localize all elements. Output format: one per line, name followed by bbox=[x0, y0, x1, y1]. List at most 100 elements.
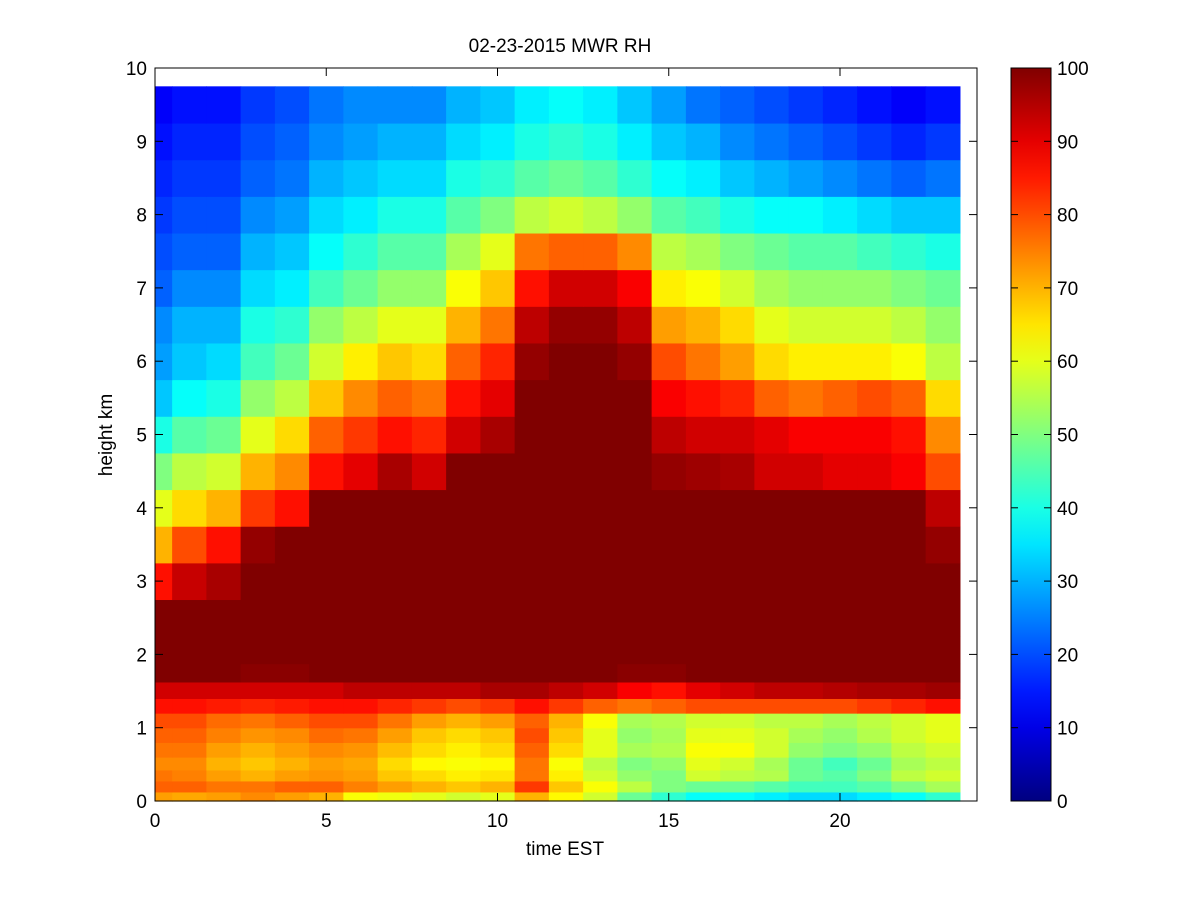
heatmap-cell bbox=[685, 489, 721, 527]
heatmap-cell bbox=[309, 86, 344, 124]
heatmap-cell bbox=[206, 727, 242, 743]
colorbar-tick-label: 100 bbox=[1057, 59, 1089, 80]
heatmap-cell bbox=[891, 599, 927, 637]
y-tick-label: 9 bbox=[136, 132, 147, 153]
heatmap-cell bbox=[651, 780, 687, 793]
heatmap-cell bbox=[172, 757, 207, 771]
heatmap-cell bbox=[411, 791, 447, 802]
heatmap-cell bbox=[480, 342, 516, 381]
heatmap-cell bbox=[411, 342, 447, 381]
heatmap-cell bbox=[480, 526, 516, 564]
heatmap-cell bbox=[583, 791, 618, 802]
heatmap-cell bbox=[925, 489, 961, 527]
heatmap-cell bbox=[685, 727, 721, 743]
heatmap-cell bbox=[651, 663, 687, 683]
heatmap-cell bbox=[514, 599, 550, 637]
heatmap-cell bbox=[514, 742, 550, 758]
heatmap-cell bbox=[377, 269, 413, 307]
heatmap-cell bbox=[788, 681, 824, 699]
heatmap-cell bbox=[309, 196, 344, 234]
heatmap-cell bbox=[720, 86, 755, 124]
heatmap-cell bbox=[446, 379, 481, 417]
heatmap-cell bbox=[720, 306, 755, 344]
heatmap-cell bbox=[685, 86, 721, 124]
heatmap-cell bbox=[685, 791, 721, 802]
heatmap-cell bbox=[240, 526, 276, 564]
heatmap-cell bbox=[720, 232, 755, 271]
y-tick-label: 0 bbox=[136, 792, 147, 813]
heatmap-cell bbox=[857, 681, 892, 699]
heatmap-cell bbox=[788, 698, 824, 714]
heatmap-cell bbox=[822, 86, 858, 124]
heatmap-cell bbox=[411, 122, 447, 161]
heatmap-cell bbox=[206, 713, 242, 729]
heatmap-cell bbox=[891, 416, 927, 454]
heatmap-cell bbox=[514, 562, 550, 601]
heatmap-cell bbox=[514, 713, 550, 729]
heatmap-cell bbox=[514, 342, 550, 381]
heatmap-cells bbox=[155, 86, 961, 802]
heatmap-cell bbox=[377, 306, 413, 344]
heatmap-cell bbox=[514, 196, 550, 234]
heatmap-cell bbox=[309, 742, 344, 758]
y-axis-label: height km bbox=[96, 394, 117, 476]
heatmap-cell bbox=[822, 562, 858, 601]
heatmap-cell bbox=[206, 663, 242, 683]
heatmap-cell bbox=[343, 306, 379, 344]
heatmap-cell bbox=[891, 562, 927, 601]
heatmap-cell bbox=[377, 232, 413, 271]
heatmap-cell bbox=[514, 489, 550, 527]
colorbar-tick-label: 70 bbox=[1057, 279, 1078, 300]
heatmap-cell bbox=[720, 196, 755, 234]
heatmap-cell bbox=[548, 599, 584, 637]
heatmap-cell bbox=[788, 196, 824, 234]
heatmap-cell bbox=[720, 562, 755, 601]
heatmap-cell bbox=[583, 742, 618, 758]
heatmap-cell bbox=[754, 757, 790, 771]
heatmap-cell bbox=[172, 663, 207, 683]
heatmap-cell bbox=[788, 306, 824, 344]
heatmap-cell bbox=[891, 526, 927, 564]
heatmap-cell bbox=[155, 196, 173, 234]
heatmap-cell bbox=[617, 780, 653, 793]
heatmap-cell bbox=[891, 342, 927, 381]
heatmap-cell bbox=[172, 416, 207, 454]
heatmap-cell bbox=[788, 769, 824, 782]
heatmap-cell bbox=[377, 489, 413, 527]
heatmap-cell bbox=[925, 232, 961, 271]
heatmap-cell bbox=[891, 86, 927, 124]
heatmap-cell bbox=[446, 742, 481, 758]
heatmap-cell bbox=[274, 452, 310, 491]
heatmap-cell bbox=[548, 526, 584, 564]
heatmap-cell bbox=[309, 636, 344, 665]
heatmap-cell bbox=[548, 416, 584, 454]
heatmap-cell bbox=[309, 232, 344, 271]
heatmap-cell bbox=[754, 306, 790, 344]
heatmap-cell bbox=[343, 196, 379, 234]
heatmap-cell bbox=[206, 599, 242, 637]
heatmap-cell bbox=[651, 562, 687, 601]
heatmap-cell bbox=[685, 306, 721, 344]
heatmap-cell bbox=[343, 562, 379, 601]
heatmap-cell bbox=[514, 122, 550, 161]
heatmap-cell bbox=[155, 780, 173, 793]
heatmap-cell bbox=[514, 269, 550, 307]
heatmap-cell bbox=[514, 698, 550, 714]
heatmap-cell bbox=[857, 269, 892, 307]
heatmap-cell bbox=[548, 757, 584, 771]
heatmap-cell bbox=[377, 698, 413, 714]
heatmap-cell bbox=[720, 379, 755, 417]
heatmap-cell bbox=[240, 791, 276, 802]
heatmap-cell bbox=[274, 232, 310, 271]
heatmap-cell bbox=[240, 86, 276, 124]
heatmap-cell bbox=[240, 159, 276, 197]
heatmap-cell bbox=[343, 416, 379, 454]
heatmap-cell bbox=[583, 232, 618, 271]
heatmap-cell bbox=[377, 713, 413, 729]
heatmap-cell bbox=[548, 742, 584, 758]
heatmap-cell bbox=[925, 122, 961, 161]
heatmap-cell bbox=[172, 562, 207, 601]
heatmap-cell bbox=[720, 681, 755, 699]
heatmap-cell bbox=[891, 122, 927, 161]
